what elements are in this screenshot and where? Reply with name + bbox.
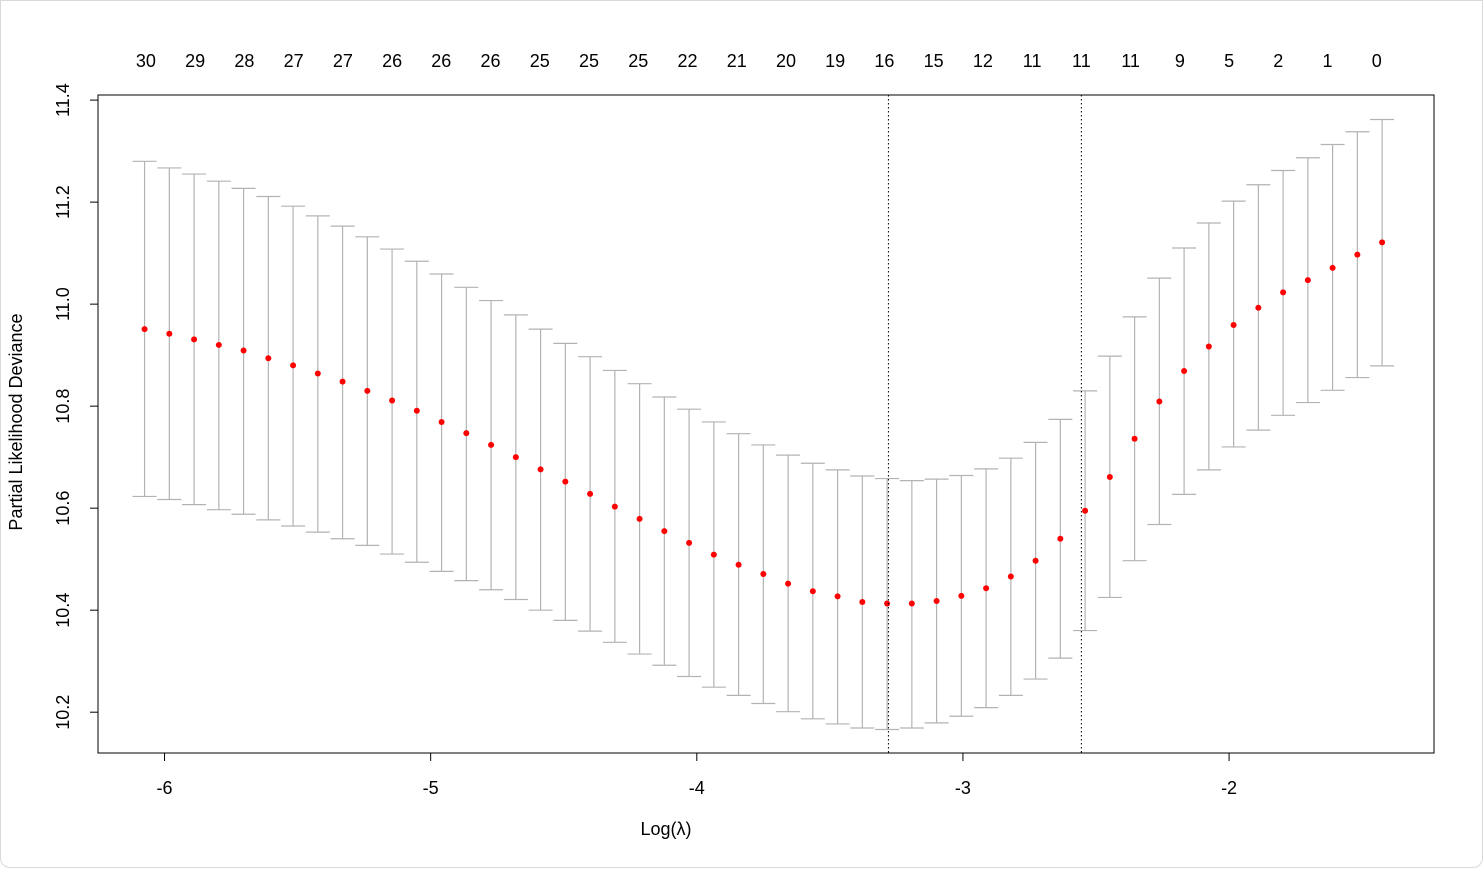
top-axis-count-label: 25: [579, 51, 599, 71]
top-axis-count-label: 11: [1023, 51, 1042, 71]
top-axis-count-label: 0: [1372, 51, 1382, 71]
top-axis-count-label: 5: [1224, 51, 1234, 71]
data-point: [339, 378, 346, 385]
top-axis-count-label: 28: [234, 51, 254, 71]
data-point: [760, 570, 767, 577]
data-point: [1007, 573, 1014, 580]
x-tick-label: -3: [955, 778, 971, 798]
data-point: [1131, 435, 1138, 442]
data-point: [1255, 304, 1262, 311]
data-point: [488, 441, 495, 448]
top-axis-count-label: 25: [628, 51, 648, 71]
top-axis-count-label: 26: [481, 51, 501, 71]
top-axis-count-label: 22: [677, 51, 697, 71]
data-point: [1205, 343, 1212, 350]
data-point: [512, 454, 519, 461]
top-axis-count-label: 26: [382, 51, 402, 71]
data-point: [1156, 398, 1163, 405]
data-point: [1329, 264, 1336, 271]
data-point: [859, 599, 866, 606]
data-point: [958, 592, 965, 599]
top-axis-count-label: 15: [924, 51, 944, 71]
data-point: [413, 407, 420, 414]
data-point: [1082, 507, 1089, 514]
data-point: [1280, 289, 1287, 296]
data-point: [389, 397, 396, 404]
data-point: [537, 466, 544, 473]
data-point: [1304, 277, 1311, 284]
data-point: [611, 503, 618, 510]
data-point: [908, 600, 915, 607]
points-layer: [141, 239, 1386, 607]
x-tick-label: -2: [1221, 778, 1237, 798]
data-point: [290, 362, 297, 369]
y-tick-label: 10.4: [53, 593, 73, 628]
data-point: [636, 515, 643, 522]
y-axis-label: Partial Likelihood Deviance: [6, 313, 26, 530]
y-tick-label: 10.2: [53, 695, 73, 730]
data-point: [562, 478, 569, 485]
y-tick-label: 11.0: [53, 287, 73, 321]
top-axis-count-label: 9: [1175, 51, 1185, 71]
data-point: [686, 539, 693, 546]
data-point: [438, 418, 445, 425]
top-axis-count-label: 19: [825, 51, 845, 71]
data-point: [933, 597, 940, 604]
data-point: [710, 551, 717, 558]
data-point: [191, 336, 198, 343]
data-point: [884, 600, 891, 607]
x-axis: -6 -5 -4 -3 -2: [157, 752, 1237, 798]
data-point: [240, 347, 247, 354]
data-point: [141, 326, 148, 333]
y-tick-label: 10.8: [53, 389, 73, 424]
data-point: [834, 593, 841, 600]
top-axis-count-label: 27: [284, 51, 304, 71]
data-point: [1057, 535, 1064, 542]
data-point: [166, 330, 173, 337]
top-axis-count-label: 25: [530, 51, 550, 71]
x-tick-label: -5: [423, 778, 439, 798]
data-point: [587, 490, 594, 497]
top-axis-count-label: 1: [1323, 51, 1333, 71]
data-point: [1379, 239, 1386, 246]
y-tick-label: 11.4: [53, 83, 73, 117]
top-axis-count-label: 20: [776, 51, 796, 71]
data-point: [1181, 367, 1188, 374]
top-axis-count-label: 11: [1121, 51, 1140, 71]
y-tick-label: 10.6: [53, 491, 73, 526]
top-axis-count-label: 16: [874, 51, 894, 71]
y-tick-label: 11.2: [53, 185, 73, 219]
top-axis-count-label: 21: [727, 51, 747, 71]
data-point: [1354, 251, 1361, 258]
data-point: [1106, 474, 1113, 481]
data-point: [735, 561, 742, 568]
data-point: [1032, 557, 1039, 564]
y-axis: 10.2 10.4 10.6 10.8 11.0 11.2 11.4: [53, 83, 99, 730]
top-axis-count-label: 2: [1273, 51, 1283, 71]
data-point: [364, 387, 371, 394]
x-tick-label: -6: [157, 778, 173, 798]
data-point: [983, 585, 990, 592]
x-axis-label: Log(λ): [640, 819, 691, 839]
top-axis-count-label: 11: [1072, 51, 1091, 71]
data-point: [215, 341, 222, 348]
data-point: [785, 580, 792, 587]
data-point: [809, 588, 816, 595]
data-point: [661, 528, 668, 535]
top-axis-count-label: 12: [973, 51, 993, 71]
top-axis-counts: 30 29 28 27 27 26 26 26 25 25 25 22 21 20 19 16 15 12 11 11…: [136, 51, 1382, 71]
vlines-layer: [887, 95, 1082, 753]
top-axis-count-label: 26: [431, 51, 451, 71]
top-axis-count-label: 29: [185, 51, 205, 71]
top-axis-count-label: 30: [136, 51, 156, 71]
x-tick-label: -4: [689, 778, 705, 798]
data-point: [1230, 322, 1237, 329]
data-point: [265, 355, 272, 362]
top-axis-count-label: 27: [333, 51, 353, 71]
error-bars-layer: [132, 118, 1395, 731]
data-point: [463, 430, 470, 437]
data-point: [314, 370, 321, 377]
